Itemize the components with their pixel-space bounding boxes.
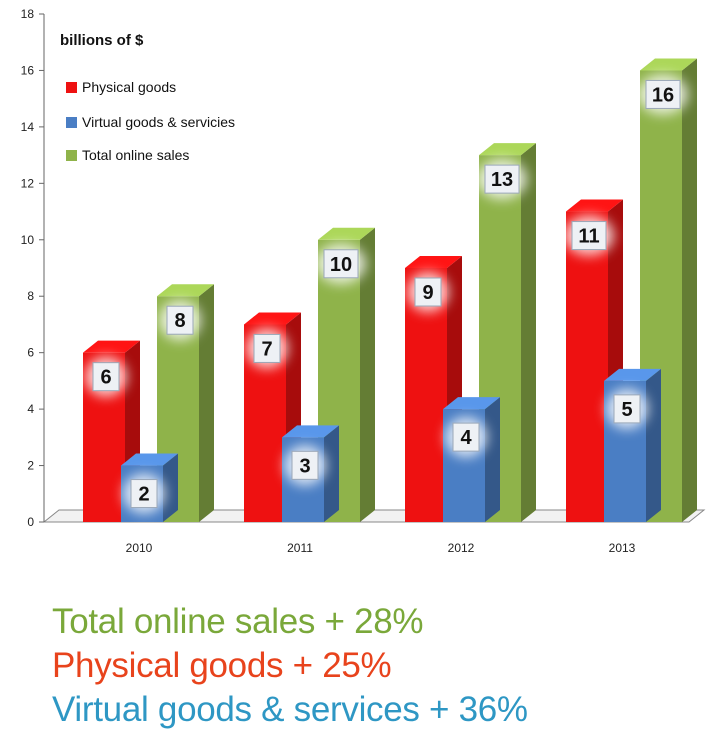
- data-label-text: 10: [330, 254, 352, 276]
- data-label-text: 8: [174, 310, 185, 332]
- bar-side: [163, 453, 178, 522]
- legend-swatch: [66, 82, 77, 93]
- bar-front: [566, 211, 608, 523]
- data-label: 9: [407, 272, 449, 312]
- data-label: 8: [159, 300, 201, 341]
- legend-label: Virtual goods & servicies: [82, 114, 235, 130]
- bar-top: [604, 368, 661, 381]
- legend-item: Physical goods: [66, 79, 176, 95]
- y-tick-label: 16: [21, 63, 35, 77]
- y-tick-label: 8: [27, 289, 34, 303]
- bar-top: [640, 58, 697, 71]
- data-label-box: [291, 450, 319, 480]
- bar-top: [318, 227, 375, 240]
- y-tick-label: 0: [27, 515, 34, 529]
- data-label: 4: [445, 417, 487, 458]
- summary-virtual-goods: Virtual goods & services + 36%: [52, 690, 528, 729]
- data-label-box: [645, 79, 681, 109]
- data-label-box: [571, 221, 607, 251]
- data-label: 3: [284, 445, 326, 486]
- data-label-box: [414, 277, 442, 307]
- bar-top: [479, 143, 536, 156]
- bar-top: [83, 340, 140, 353]
- data-label-box: [613, 394, 641, 424]
- x-category-label: 2013: [609, 541, 636, 555]
- data-label-box: [253, 333, 281, 363]
- bar-top: [244, 312, 301, 325]
- y-tick-label: 18: [21, 7, 35, 21]
- data-label: 16: [638, 74, 688, 115]
- bar-side: [646, 368, 661, 522]
- y-tick-label: 6: [27, 346, 34, 360]
- bar-side: [360, 227, 375, 522]
- bar-side: [324, 425, 339, 522]
- data-label: 11: [564, 215, 614, 256]
- data-label-box: [452, 422, 480, 452]
- summary-physical-goods: Physical goods + 25%: [52, 646, 392, 685]
- y-tick-label: 10: [21, 233, 35, 247]
- data-label: 5: [606, 388, 648, 429]
- data-label-text: 13: [491, 169, 513, 191]
- data-label-box: [323, 249, 359, 279]
- bar-top: [121, 453, 178, 466]
- legend-label: Physical goods: [82, 79, 176, 95]
- bar-top: [443, 397, 500, 410]
- bar-side: [521, 143, 536, 522]
- x-category-label: 2010: [126, 541, 153, 555]
- bar-side: [682, 58, 697, 522]
- data-label-text: 3: [299, 455, 310, 477]
- data-label-box: [130, 479, 158, 509]
- y-tick-label: 2: [27, 459, 34, 473]
- bar-chart: 0 2 4 6 8 10 12 14 16 18 2010 2011 2012 2013 6 8 2 7 10 3 9…: [21, 7, 706, 555]
- x-category-label: 2012: [448, 541, 475, 555]
- data-label: 2: [123, 473, 165, 514]
- legend-item: Total online sales: [66, 147, 189, 163]
- data-label-box: [92, 362, 120, 392]
- y-tick-label: 4: [27, 402, 34, 416]
- data-label-text: 2: [138, 484, 149, 506]
- y-axis-title: billions of $: [60, 32, 144, 49]
- data-label: 7: [246, 328, 288, 369]
- x-category-label: 2011: [287, 541, 313, 555]
- bar-top: [405, 256, 462, 268]
- data-label-box: [166, 305, 194, 335]
- data-label-text: 6: [100, 367, 111, 389]
- legend-swatch: [66, 150, 77, 161]
- growth-summary: Total online sales + 28% Physical goods …: [52, 600, 692, 732]
- y-tick-label: 14: [21, 120, 35, 134]
- data-label-text: 11: [578, 226, 599, 248]
- bar-top: [157, 284, 214, 297]
- legend-item: Virtual goods & servicies: [66, 114, 235, 130]
- data-label: 13: [477, 159, 527, 200]
- data-label: 6: [85, 356, 127, 397]
- data-label-text: 16: [652, 84, 674, 106]
- legend-label: Total online sales: [82, 147, 189, 163]
- summary-total-online-sales: Total online sales + 28%: [52, 602, 424, 641]
- bar-side: [485, 397, 500, 522]
- bar: [443, 397, 500, 522]
- data-label-text: 4: [460, 427, 472, 449]
- y-tick-label: 12: [21, 176, 35, 190]
- data-label: 10: [316, 243, 366, 284]
- bar-side: [199, 284, 214, 522]
- data-label-text: 7: [261, 338, 272, 360]
- bar-top: [566, 199, 623, 212]
- bar-top: [282, 425, 339, 438]
- data-label-text: 9: [422, 282, 433, 304]
- legend-swatch: [66, 117, 77, 128]
- data-label-text: 5: [621, 399, 632, 421]
- data-label-box: [484, 164, 520, 194]
